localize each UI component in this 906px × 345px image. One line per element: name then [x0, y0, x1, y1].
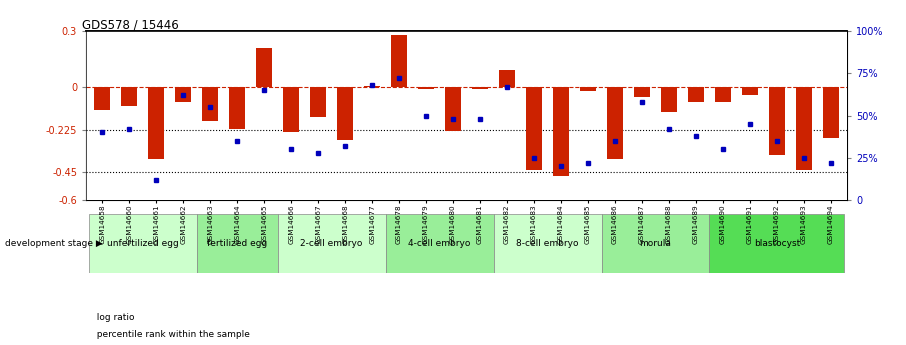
Text: 4-cell embryo: 4-cell embryo	[409, 239, 471, 248]
Bar	[660, 87, 677, 112]
Bar	[197, 214, 277, 273]
Bar	[418, 87, 434, 89]
Bar	[149, 87, 164, 159]
Text: 2-cell embryo: 2-cell embryo	[301, 239, 362, 248]
Bar	[386, 214, 494, 273]
Bar	[94, 87, 111, 110]
Text: blastocyst: blastocyst	[754, 239, 800, 248]
Text: GDS578 / 15446: GDS578 / 15446	[82, 18, 179, 31]
Bar	[229, 87, 246, 129]
Bar	[688, 87, 704, 102]
Text: morula: morula	[640, 239, 671, 248]
Bar	[277, 214, 386, 273]
Bar	[494, 214, 602, 273]
Bar	[602, 214, 709, 273]
Bar	[499, 70, 516, 87]
Text: 8-cell embryo: 8-cell embryo	[516, 239, 579, 248]
Bar	[283, 87, 299, 132]
Bar	[337, 87, 353, 140]
Bar	[256, 48, 273, 87]
Bar	[715, 87, 731, 102]
Text: development stage ▶: development stage ▶	[5, 239, 102, 248]
Bar	[89, 214, 197, 273]
Bar	[553, 87, 569, 176]
Bar	[823, 87, 839, 138]
Bar	[795, 87, 812, 170]
Text: unfertilized egg: unfertilized egg	[107, 239, 178, 248]
Bar	[709, 214, 844, 273]
Bar	[742, 87, 758, 95]
Text: fertilized egg: fertilized egg	[207, 239, 267, 248]
Bar	[391, 35, 407, 87]
Bar	[580, 87, 596, 91]
Bar	[472, 87, 488, 89]
Bar	[364, 86, 381, 87]
Bar	[634, 87, 651, 97]
Text: percentile rank within the sample: percentile rank within the sample	[91, 330, 249, 339]
Bar	[769, 87, 785, 155]
Bar	[121, 87, 138, 106]
Bar	[445, 87, 461, 131]
Bar	[175, 87, 191, 102]
Text: log ratio: log ratio	[91, 313, 134, 322]
Bar	[526, 87, 542, 170]
Bar	[310, 87, 326, 117]
Bar	[607, 87, 623, 159]
Bar	[202, 87, 218, 121]
